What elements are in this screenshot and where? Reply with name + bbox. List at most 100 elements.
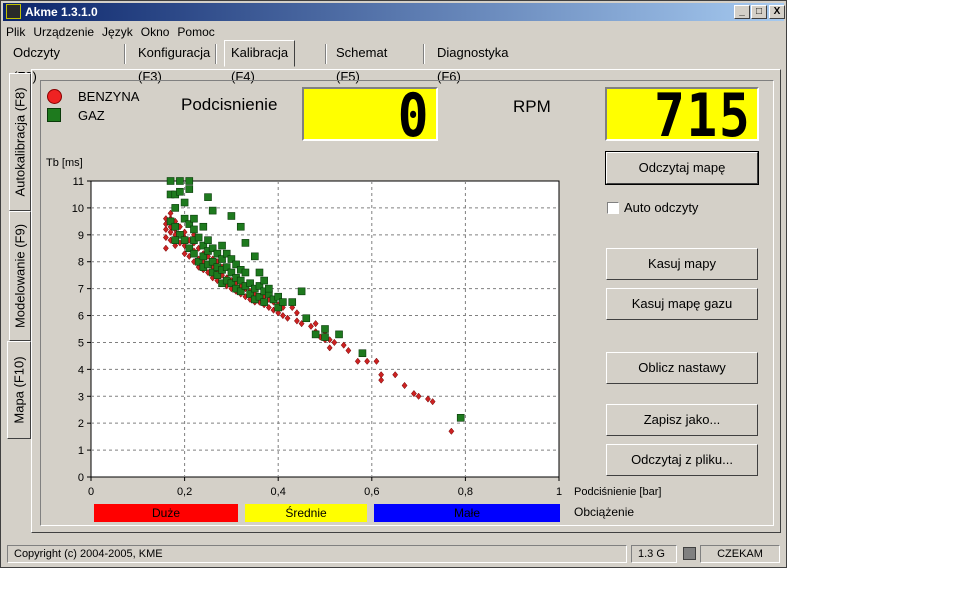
clear-gas-map-button[interactable]: Kasuj mapę gazu [606, 288, 758, 320]
gaz-point [241, 239, 250, 247]
gaz-point [358, 349, 367, 358]
menu-okno[interactable]: Okno [140, 25, 170, 39]
gaz-point [232, 260, 240, 269]
tab-mapa[interactable]: Mapa (F10) [7, 341, 31, 439]
tab-modelowanie[interactable]: Modelowanie (F9) [9, 211, 31, 341]
gaz-point [227, 212, 236, 220]
compute-settings-button[interactable]: Oblicz nastawy [606, 352, 758, 384]
y-axis-label: Tb [ms] [46, 157, 83, 169]
gaz-point [171, 222, 180, 231]
benzyna-point [167, 228, 174, 236]
gaz-point [176, 177, 184, 185]
minimize-button[interactable]: _ [734, 5, 750, 19]
gaz-point [199, 241, 208, 250]
gaz-point [180, 236, 189, 244]
gaz-point [236, 276, 245, 285]
x-tick-label: 0,6 [364, 486, 379, 498]
gaz-point [260, 298, 268, 306]
gaz-point [218, 255, 226, 263]
x-tick-label: 0,8 [458, 486, 473, 498]
gaz-point [321, 333, 329, 341]
app-window: Akme 1.3.1.0 _ □ X Plik Urządzenie Język Ok… [0, 0, 787, 568]
pressure-display: 0 [302, 87, 438, 141]
legend-benzyna-label: BENZYNA [78, 89, 140, 104]
copyright-pane: Copyright (c) 2004-2005, KME [7, 545, 627, 563]
benzyna-point [279, 311, 286, 320]
tab-schemat[interactable]: Schemat (F5) [336, 45, 388, 84]
gaz-point [241, 268, 250, 277]
legend-gaz-label: GAZ [78, 108, 105, 123]
gaz-point [255, 268, 264, 277]
gaz-point [255, 292, 264, 301]
benzyna-point [364, 357, 371, 365]
tab-separator [124, 44, 126, 64]
benzyna-point [354, 357, 361, 365]
y-tick-label: 3 [78, 391, 84, 403]
menu-pomoc[interactable]: Pomoc [177, 25, 215, 39]
gaz-point [194, 257, 203, 266]
gaz-point [260, 276, 268, 285]
gaz-point [311, 330, 320, 339]
title-bar[interactable]: Akme 1.3.1.0 _ □ X [3, 3, 785, 21]
benzyna-point [415, 392, 422, 400]
y-tick-label: 2 [78, 418, 84, 430]
gaz-point [185, 220, 194, 228]
y-tick-label: 10 [72, 203, 84, 215]
maximize-button[interactable]: □ [751, 5, 767, 19]
load-bar-high-label: Duże [151, 506, 180, 520]
gaz-point [190, 214, 198, 223]
gaz-point [185, 244, 194, 253]
gaz-point [208, 206, 217, 215]
benzyna-point [162, 244, 169, 252]
gaz-point [335, 330, 343, 339]
gaz-point [190, 225, 198, 234]
status-led-icon [683, 547, 696, 560]
gaz-point [190, 249, 198, 258]
tab-odczyty[interactable]: Odczyty (F2) [13, 45, 60, 84]
y-tick-label: 4 [78, 364, 84, 376]
rpm-value: 715 [653, 87, 751, 141]
gaz-point [208, 244, 217, 253]
close-button[interactable]: X [769, 5, 785, 19]
gaz-point [176, 187, 184, 196]
gaz-point [227, 279, 236, 288]
gaz-point [246, 279, 254, 288]
auto-read-label[interactable]: Auto odczyty [624, 200, 699, 215]
y-tick-label: 7 [78, 284, 84, 296]
save-as-button[interactable]: Zapisz jako... [606, 404, 758, 436]
tab-konfiguracja[interactable]: Konfiguracja (F3) [138, 45, 211, 84]
menu-plik[interactable]: Plik [6, 25, 26, 39]
benzyna-point [425, 395, 431, 403]
benzyna-point [392, 371, 399, 379]
tab-autokalibracja[interactable]: Autokalibracja (F8) [9, 73, 31, 211]
y-tick-label: 0 [78, 472, 84, 484]
gaz-point [213, 249, 222, 258]
benzyna-point [167, 209, 174, 217]
tab-kalibracja[interactable]: Kalibracja (F4) [224, 40, 296, 84]
gaz-point [274, 292, 282, 301]
calibration-panel [31, 69, 781, 533]
read-file-button[interactable]: Odczytaj z pliku... [606, 444, 758, 476]
gaz-point [246, 290, 254, 298]
clear-maps-button[interactable]: Kasuj mapy [606, 248, 758, 280]
y-tick-label: 1 [78, 445, 84, 457]
benzyna-point [284, 314, 291, 322]
menu-jezyk[interactable]: Język [102, 25, 133, 39]
gaz-point [222, 249, 231, 258]
benzyna-point [326, 344, 333, 352]
benzyna-point [345, 346, 352, 355]
auto-read-checkbox[interactable] [607, 202, 619, 214]
gaz-point [171, 204, 180, 212]
benzyna-point [448, 427, 455, 435]
gaz-point [180, 214, 189, 223]
benzyna-point [298, 320, 305, 328]
benzyna-point [340, 341, 347, 349]
gaz-point [251, 252, 259, 261]
menu-urzadzenie[interactable]: Urządzenie [33, 25, 95, 39]
y-tick-label: 11 [73, 176, 84, 188]
tab-diagnostyka[interactable]: Diagnostyka (F6) [437, 45, 509, 84]
gaz-point [194, 233, 203, 242]
benzyna-point [373, 357, 380, 365]
gaz-point [180, 198, 189, 207]
read-map-button[interactable]: Odczytaj mapę [605, 151, 759, 185]
